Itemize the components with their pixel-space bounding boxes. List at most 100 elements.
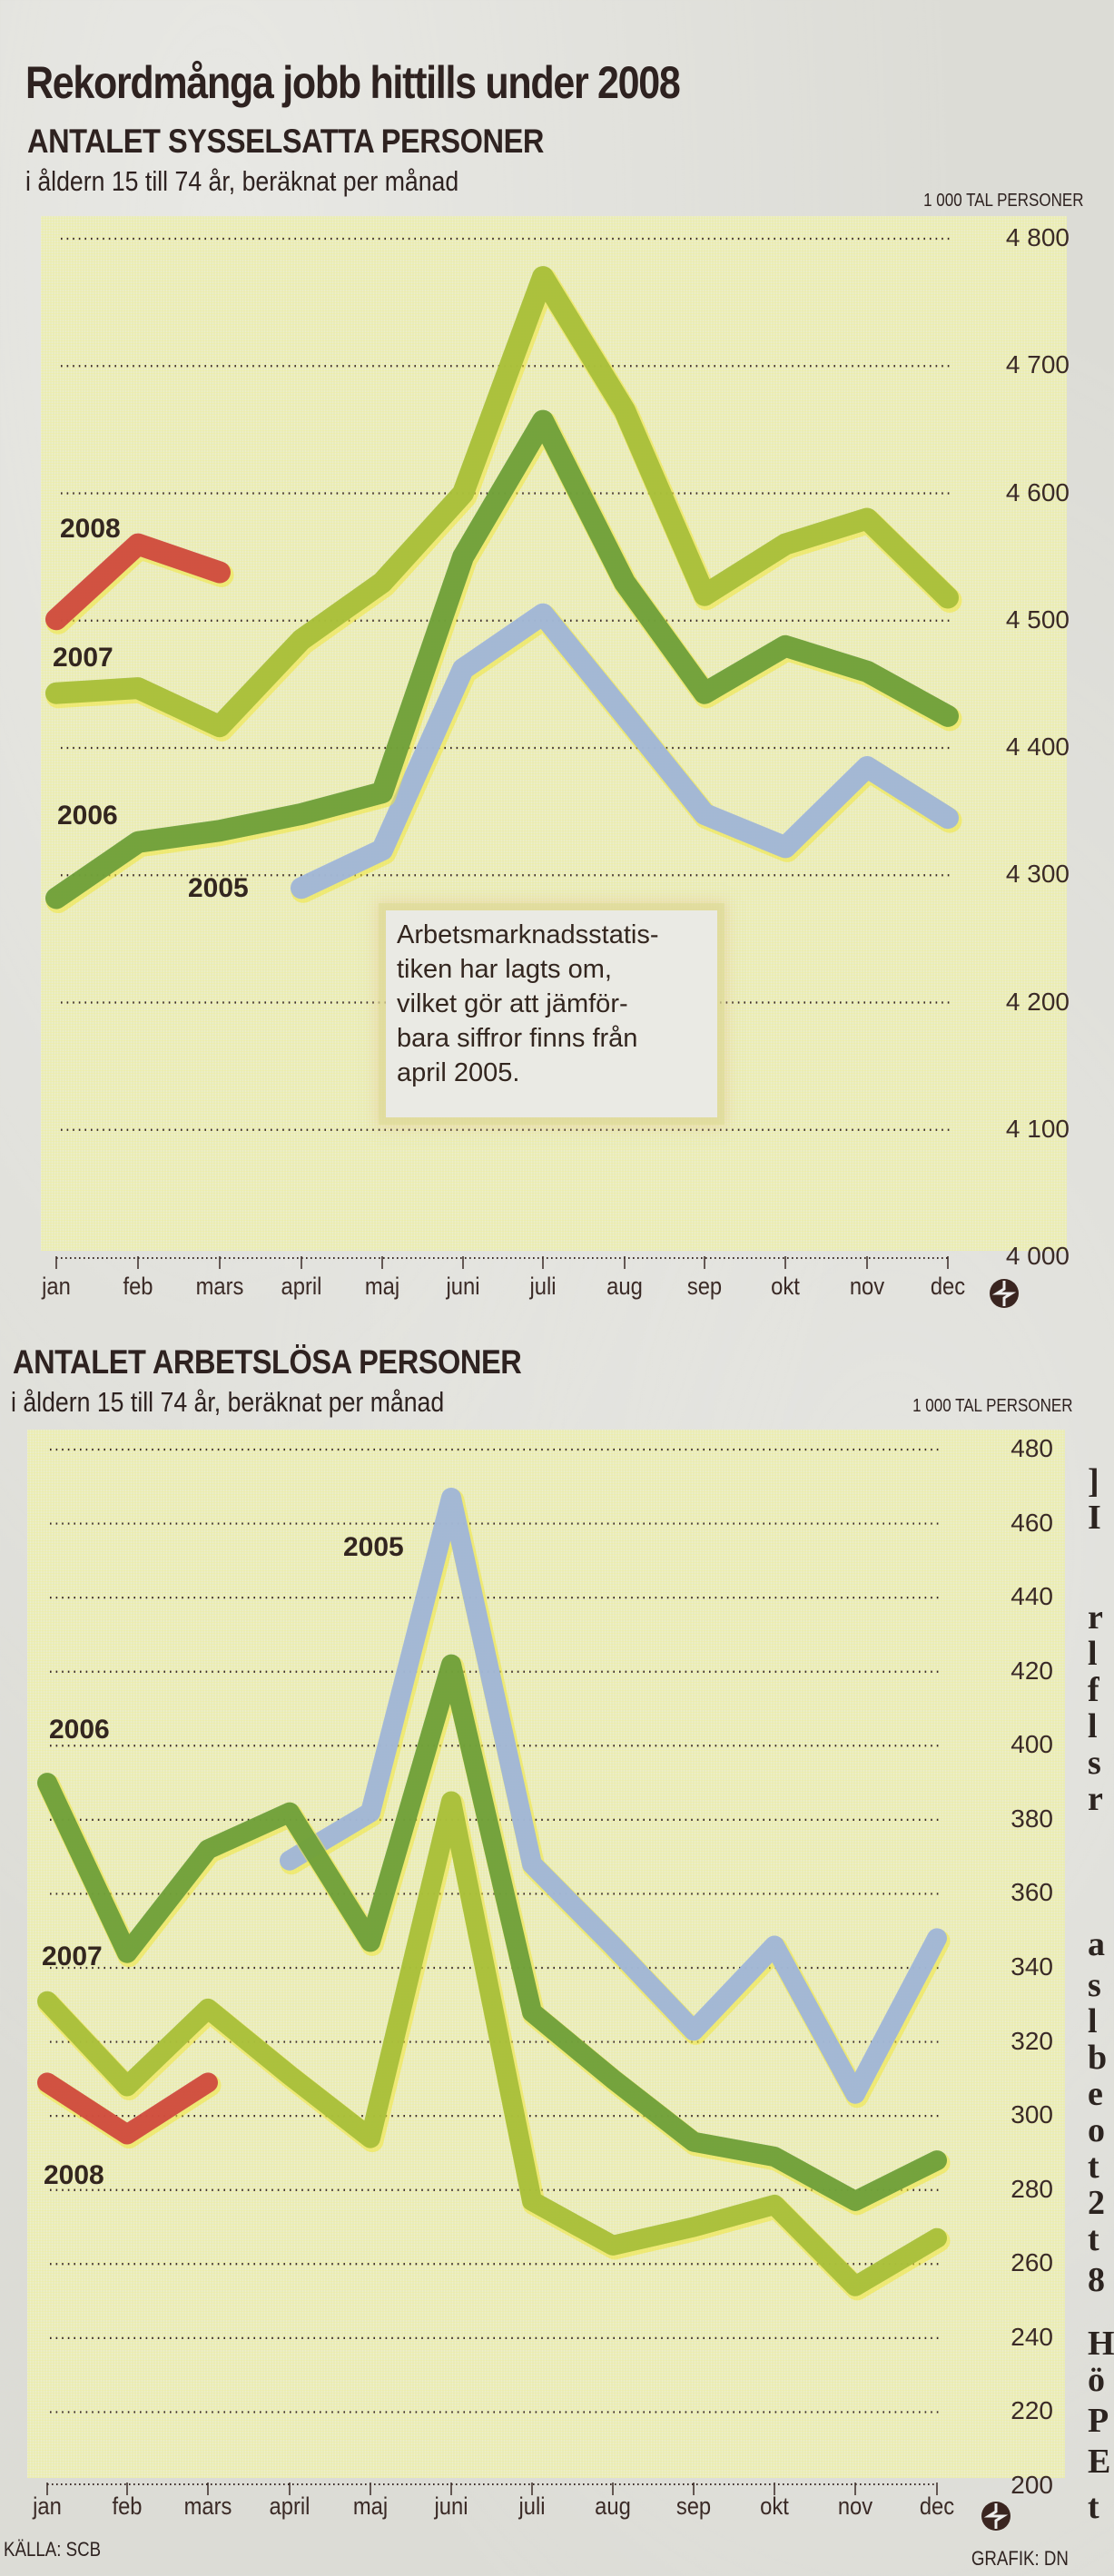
top-chart-unit: 1 000 TAL PERSONER — [922, 191, 1083, 211]
top-label-2006: 2006 — [57, 801, 118, 831]
axis-break-icon — [981, 2502, 1010, 2531]
annotation-line: tiken har lagts om, — [397, 955, 612, 984]
series-line-2006 — [45, 409, 959, 909]
fragment-glyph: o — [1088, 2111, 1105, 2149]
x-tick-label: feb — [123, 1273, 153, 1300]
bottom-chart-plot-area — [27, 1430, 1065, 2478]
y-tick-label: 260 — [1010, 2248, 1053, 2277]
x-tick-label: aug — [606, 1273, 643, 1300]
x-tick-label: juni — [434, 2492, 468, 2520]
series-shadow-2005 — [280, 1489, 951, 2109]
annotation-line: april 2005. — [397, 1058, 520, 1087]
top-label-2008: 2008 — [60, 514, 121, 544]
series-line-2007 — [37, 1791, 947, 2296]
series-line-2008 — [37, 2072, 218, 2145]
axis-break-icon — [990, 1279, 1019, 1308]
x-tick-label: sep — [686, 1273, 723, 1300]
x-tick-label: jan — [33, 2492, 62, 2520]
annotation-line: Arbetsmarknadsstatis- — [397, 920, 659, 949]
bottom-label-2005: 2005 — [343, 1532, 404, 1562]
fragment-glyph: t — [1088, 2148, 1099, 2186]
headline: Rekordmånga jobb hittills under 2008 — [25, 57, 681, 108]
y-tick-label: 4 400 — [1005, 732, 1070, 761]
x-tick-label: juni — [446, 1273, 480, 1300]
fragment-glyph: 8 — [1088, 2261, 1105, 2299]
fragment-glyph: E — [1088, 2443, 1111, 2481]
top-label-2007: 2007 — [53, 643, 113, 673]
y-tick-label: 4 500 — [1005, 605, 1070, 634]
series-line-2007 — [45, 266, 959, 738]
y-tick-label: 280 — [1010, 2174, 1053, 2203]
graphic-credit: GRAFIK: DN — [971, 2547, 1069, 2570]
y-tick-label: 4 300 — [1005, 860, 1070, 889]
x-tick-label: juli — [529, 1273, 557, 1300]
fragment-glyph: r — [1088, 1598, 1103, 1637]
x-tick-label: april — [281, 1273, 322, 1300]
top-chart-subtitle: i åldern 15 till 74 år, beräknat per mån… — [25, 165, 459, 197]
annotation-box: Arbetsmarknadsstatis- tiken har lagts om… — [386, 910, 717, 1117]
top-label-2005: 2005 — [188, 873, 249, 903]
y-tick-label: 440 — [1010, 1582, 1053, 1611]
y-tick-label: 4 000 — [1005, 1242, 1070, 1270]
y-tick-label: 460 — [1010, 1508, 1053, 1537]
y-tick-label: 320 — [1010, 2026, 1053, 2055]
y-tick-label: 380 — [1010, 1804, 1053, 1833]
y-tick-label: 200 — [1010, 2471, 1053, 2499]
fragment-glyph: ] — [1088, 1462, 1099, 1500]
x-tick-label: dec — [919, 2492, 955, 2520]
y-tick-label: 300 — [1010, 2100, 1053, 2129]
y-tick-label: 4 100 — [1005, 1114, 1070, 1143]
x-tick-label: mars — [195, 1273, 244, 1300]
x-tick-label: feb — [112, 2492, 143, 2520]
annotation-line: bara siffror finns från — [397, 1024, 638, 1053]
fragment-glyph: ö — [1088, 2361, 1105, 2399]
fragment-glyph: s — [1088, 1744, 1101, 1782]
x-tick-label: maj — [352, 2492, 389, 2520]
x-tick-label: mars — [183, 2492, 232, 2520]
y-tick-label: 480 — [1010, 1434, 1053, 1462]
bottom-label-2006: 2006 — [49, 1715, 110, 1745]
x-tick-label: okt — [771, 1273, 800, 1300]
fragment-glyph: l — [1088, 1635, 1098, 1673]
fragment-glyph: f — [1088, 1671, 1099, 1709]
series-line-2006 — [37, 1654, 947, 2211]
y-tick-label: 420 — [1010, 1656, 1053, 1685]
fragment-glyph: r — [1088, 1780, 1103, 1818]
x-tick-label: april — [269, 2492, 311, 2520]
fragment-glyph: I — [1088, 1499, 1101, 1537]
y-tick-label: 340 — [1010, 1952, 1053, 1981]
fragment-glyph: P — [1088, 2402, 1109, 2440]
fragment-glyph: H — [1088, 2325, 1114, 2363]
y-tick-label: 400 — [1010, 1730, 1053, 1759]
x-tick-label: nov — [837, 2492, 873, 2520]
fragment-glyph: e — [1088, 2075, 1103, 2113]
bottom-chart-subtitle: i åldern 15 till 74 år, beräknat per mån… — [11, 1386, 445, 1418]
fragment-glyph: t — [1088, 2488, 1099, 2526]
fragment-glyph: 2 — [1088, 2184, 1105, 2222]
y-tick-label: 4 200 — [1005, 987, 1070, 1016]
annotation-line: vilket gör att jämför- — [397, 989, 628, 1018]
series-line-2005 — [291, 603, 959, 900]
series-line-2008 — [45, 533, 231, 631]
fragment-glyph: b — [1088, 2039, 1108, 2077]
x-tick-label: maj — [364, 1273, 400, 1300]
x-tick-label: okt — [760, 2492, 789, 2520]
x-tick-label: sep — [675, 2492, 712, 2520]
bottom-chart-title: ANTALET ARBETSLÖSA PERSONER — [13, 1343, 522, 1381]
fragment-glyph: l — [1088, 1707, 1098, 1745]
x-tick-label: dec — [930, 1273, 966, 1300]
series-line-2005 — [280, 1488, 947, 2104]
fragment-glyph: l — [1088, 2002, 1098, 2040]
x-tick-label: juli — [518, 2492, 546, 2520]
y-tick-label: 360 — [1010, 1878, 1053, 1907]
y-tick-label: 220 — [1010, 2396, 1053, 2425]
fragment-glyph: t — [1088, 2220, 1099, 2258]
fragment-glyph: a — [1088, 1925, 1105, 1963]
y-tick-label: 240 — [1010, 2322, 1053, 2351]
y-tick-label: 4 800 — [1005, 223, 1070, 251]
bottom-label-2007: 2007 — [42, 1942, 103, 1971]
x-tick-label: nov — [849, 1273, 885, 1300]
x-tick-label: jan — [42, 1273, 71, 1300]
